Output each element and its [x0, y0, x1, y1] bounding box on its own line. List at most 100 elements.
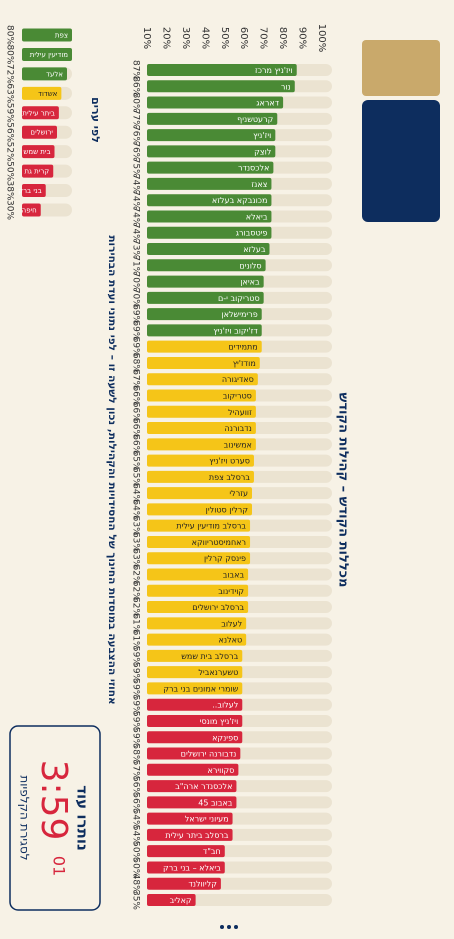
value-label: 35% [131, 890, 141, 910]
bar [147, 470, 254, 483]
bar [147, 340, 262, 353]
category-label: קרית גת [24, 168, 49, 176]
category-label: ברסלב ביתר עילית [165, 831, 229, 840]
x-tick-label: 70% [258, 27, 269, 49]
x-tick-label: 30% [180, 27, 191, 49]
value-label: 74% [131, 223, 141, 243]
value-label: 59% [131, 695, 141, 715]
value-label: 54% [131, 809, 141, 829]
subchart-title: לפי ערים [89, 97, 102, 143]
value-label: 76% [131, 125, 141, 145]
category-label: קרעטשניף [237, 115, 273, 124]
category-label: סקווירא [207, 766, 234, 775]
bar [147, 552, 251, 565]
value-label: 64% [131, 483, 141, 503]
value-label: 63% [5, 83, 15, 103]
bar [147, 503, 252, 516]
value-label: 56% [131, 776, 141, 796]
bar [147, 389, 256, 402]
value-label: 80% [131, 93, 141, 113]
value-label: 70% [131, 272, 141, 292]
value-label: 72% [5, 64, 15, 84]
category-label: שומרי אמונים בני ברק [163, 684, 238, 693]
category-label: סלונים [239, 261, 261, 270]
value-label: 63% [131, 532, 141, 552]
category-label: עזרלי [229, 489, 248, 498]
bar [147, 210, 272, 223]
category-label: חיפה [22, 207, 37, 215]
category-label: ברסלב ירושלים [192, 603, 244, 612]
x-tick-label: 40% [199, 27, 210, 49]
category-label: סאדיגורה [222, 375, 254, 384]
value-label: 66% [131, 434, 141, 454]
bar [147, 714, 243, 727]
bar [147, 291, 264, 304]
x-tick-label: 10% [141, 27, 152, 49]
value-label: 59% [131, 646, 141, 666]
value-label: 80% [5, 25, 15, 45]
value-label: 38% [5, 181, 15, 201]
value-label: 71% [131, 255, 141, 275]
category-label: טאלנא [219, 636, 243, 645]
bar [22, 67, 67, 81]
bar [147, 259, 266, 272]
category-label: פינסק קרלין [204, 554, 246, 563]
bar [147, 129, 276, 142]
category-label: באיאן [240, 278, 260, 287]
chart-title: מכללות הקודש – קהילות הקודש [336, 393, 351, 588]
bar [147, 161, 274, 174]
value-label: 70% [131, 288, 141, 308]
more-dots [220, 925, 238, 929]
countdown-time: 3:59 [33, 760, 74, 841]
countdown-seconds: 01 [50, 856, 69, 876]
value-label: 59% [131, 727, 141, 747]
value-label: 80% [5, 44, 15, 64]
bar [147, 877, 221, 890]
bar [147, 275, 264, 288]
value-label: 69% [131, 337, 141, 357]
dot [220, 925, 224, 929]
category-label: קוידינוב [218, 587, 244, 596]
category-label: סטריקוב [223, 391, 252, 400]
bar [147, 649, 243, 662]
category-label: קאליב [170, 896, 192, 905]
value-label: 86% [131, 76, 141, 96]
bar [22, 47, 72, 61]
bar [147, 519, 251, 532]
bar [147, 373, 258, 386]
value-label: 65% [131, 451, 141, 471]
logo-bottom [362, 100, 440, 222]
category-label: בעלזא [243, 245, 266, 254]
category-label: אשדוד [38, 90, 58, 98]
bar [147, 731, 243, 744]
value-label: 50% [131, 857, 141, 877]
bar [147, 861, 225, 874]
category-label: לעלוב [221, 619, 242, 628]
value-label: 66% [131, 418, 141, 438]
bar [147, 64, 297, 76]
value-label: 56% [131, 792, 141, 812]
bar [147, 601, 249, 614]
bar [147, 633, 247, 646]
category-label: ברסלב צפת [209, 473, 250, 482]
category-label: מודז'יץ [233, 359, 256, 368]
bar [22, 106, 59, 120]
category-label: פיטסבורג [236, 229, 268, 238]
bar [147, 747, 241, 760]
category-label: בני ברק [18, 187, 42, 195]
bar [147, 584, 249, 597]
category-label: לוצק [254, 147, 271, 156]
category-label: ביתר עילית [22, 109, 54, 117]
bar [147, 80, 295, 93]
category-label: סטריקוב י-ם [218, 294, 260, 303]
countdown-caption: לסגירת הקלפיות [18, 775, 32, 860]
bar [147, 194, 272, 207]
value-label: 76% [131, 141, 141, 161]
category-label: לעלוב.. [212, 701, 238, 710]
value-label: 67% [131, 369, 141, 389]
bar [147, 568, 249, 581]
bar [147, 243, 270, 256]
value-label: 59% [5, 103, 15, 123]
bar [147, 356, 260, 369]
